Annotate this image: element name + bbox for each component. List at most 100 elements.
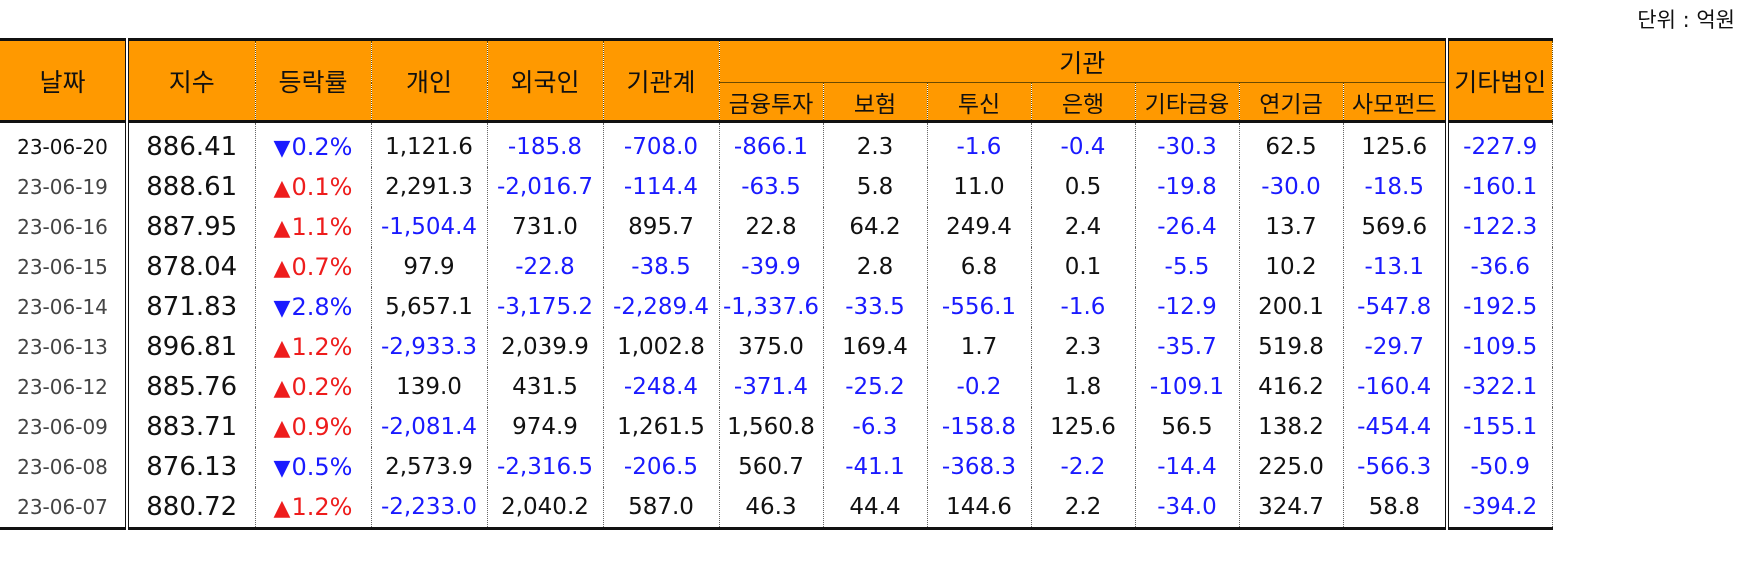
cell-date: 23-06-07 xyxy=(0,487,129,530)
cell-fin-invest: -1,337.6 xyxy=(719,287,824,327)
cell-other-fin: -19.8 xyxy=(1135,167,1240,207)
cell-other-fin: 56.5 xyxy=(1135,407,1240,447)
cell-foreign: 974.9 xyxy=(487,407,604,447)
cell-individual: 5,657.1 xyxy=(371,287,488,327)
header-trust: 투신 xyxy=(927,82,1032,122)
cell-other-corp: -160.1 xyxy=(1447,167,1553,207)
cell-private-fund: -13.1 xyxy=(1343,247,1449,287)
cell-other-corp: -155.1 xyxy=(1447,407,1553,447)
cell-index: 886.41 xyxy=(127,120,256,167)
triangle-up-icon: ▲ xyxy=(273,416,291,441)
table-row: 23-06-19 888.61 ▲0.1% 2,291.3 -2,016.7 -114.4… xyxy=(0,167,1553,207)
cell-index: 878.04 xyxy=(127,247,256,287)
cell-trust: -368.3 xyxy=(927,447,1032,487)
header-private-fund: 사모펀드 xyxy=(1343,82,1449,122)
header-insurance: 보험 xyxy=(823,82,928,122)
cell-trust: -556.1 xyxy=(927,287,1032,327)
cell-individual: -1,504.4 xyxy=(371,207,488,247)
cell-change: ▲1.2% xyxy=(255,327,372,367)
table-row: 23-06-08 876.13 ▼0.5% 2,573.9 -2,316.5 -206.5… xyxy=(0,447,1553,487)
cell-trust: 1.7 xyxy=(927,327,1032,367)
header-fin-invest: 금융투자 xyxy=(719,82,824,122)
header-date: 날짜 xyxy=(0,38,129,122)
cell-bank: 2.4 xyxy=(1031,207,1136,247)
cell-pension: 519.8 xyxy=(1239,327,1344,367)
header-pension: 연기금 xyxy=(1239,82,1344,122)
cell-foreign: 2,040.2 xyxy=(487,487,604,530)
cell-other-fin: -35.7 xyxy=(1135,327,1240,367)
cell-pension: -30.0 xyxy=(1239,167,1344,207)
cell-change: ▲0.2% xyxy=(255,367,372,407)
header-other-fin: 기타금융 xyxy=(1135,82,1240,122)
cell-insurance: 44.4 xyxy=(823,487,928,530)
cell-change: ▲0.1% xyxy=(255,167,372,207)
cell-fin-invest: 560.7 xyxy=(719,447,824,487)
triangle-up-icon: ▲ xyxy=(273,176,291,201)
triangle-up-icon: ▲ xyxy=(273,376,291,401)
cell-change: ▲0.7% xyxy=(255,247,372,287)
change-percent: 0.5% xyxy=(291,453,353,481)
change-percent: 1.2% xyxy=(291,333,353,361)
cell-institution-total: -206.5 xyxy=(603,447,720,487)
cell-insurance: -6.3 xyxy=(823,407,928,447)
cell-other-fin: -26.4 xyxy=(1135,207,1240,247)
cell-bank: 2.2 xyxy=(1031,487,1136,530)
table-row: 23-06-09 883.71 ▲0.9% -2,081.4 974.9 1,261.5 1… xyxy=(0,407,1553,447)
cell-bank: 125.6 xyxy=(1031,407,1136,447)
cell-institution-total: 587.0 xyxy=(603,487,720,530)
cell-pension: 324.7 xyxy=(1239,487,1344,530)
cell-foreign: 431.5 xyxy=(487,367,604,407)
cell-bank: 2.3 xyxy=(1031,327,1136,367)
cell-pension: 138.2 xyxy=(1239,407,1344,447)
cell-index: 888.61 xyxy=(127,167,256,207)
cell-other-corp: -394.2 xyxy=(1447,487,1553,530)
cell-date: 23-06-13 xyxy=(0,327,129,367)
cell-other-fin: -30.3 xyxy=(1135,120,1240,167)
cell-date: 23-06-20 xyxy=(0,120,129,167)
header-bank: 은행 xyxy=(1031,82,1136,122)
table-row: 23-06-14 871.83 ▼2.8% 5,657.1 -3,175.2 -2,289… xyxy=(0,287,1553,327)
cell-fin-invest: -63.5 xyxy=(719,167,824,207)
cell-fin-invest: -39.9 xyxy=(719,247,824,287)
cell-fin-invest: 22.8 xyxy=(719,207,824,247)
cell-trust: 6.8 xyxy=(927,247,1032,287)
header-individual: 개인 xyxy=(371,38,488,122)
cell-pension: 10.2 xyxy=(1239,247,1344,287)
table-row: 23-06-13 896.81 ▲1.2% -2,933.3 2,039.9 1,002.… xyxy=(0,327,1553,367)
cell-individual: -2,081.4 xyxy=(371,407,488,447)
cell-individual: 97.9 xyxy=(371,247,488,287)
cell-change: ▼2.8% xyxy=(255,287,372,327)
cell-institution-total: 1,261.5 xyxy=(603,407,720,447)
cell-index: 876.13 xyxy=(127,447,256,487)
cell-other-corp: -192.5 xyxy=(1447,287,1553,327)
cell-other-corp: -36.6 xyxy=(1447,247,1553,287)
cell-foreign: -3,175.2 xyxy=(487,287,604,327)
cell-foreign: -2,016.7 xyxy=(487,167,604,207)
triangle-up-icon: ▲ xyxy=(273,336,291,361)
cell-date: 23-06-16 xyxy=(0,207,129,247)
change-percent: 2.8% xyxy=(291,293,353,321)
change-percent: 0.1% xyxy=(291,173,353,201)
cell-insurance: 64.2 xyxy=(823,207,928,247)
cell-trust: 144.6 xyxy=(927,487,1032,530)
cell-index: 887.95 xyxy=(127,207,256,247)
cell-foreign: -22.8 xyxy=(487,247,604,287)
header-index: 지수 xyxy=(127,38,256,122)
cell-bank: 0.1 xyxy=(1031,247,1136,287)
cell-institution-total: -114.4 xyxy=(603,167,720,207)
cell-insurance: -41.1 xyxy=(823,447,928,487)
cell-trust: -158.8 xyxy=(927,407,1032,447)
cell-pension: 13.7 xyxy=(1239,207,1344,247)
cell-other-fin: -5.5 xyxy=(1135,247,1240,287)
cell-fin-invest: 1,560.8 xyxy=(719,407,824,447)
cell-index: 871.83 xyxy=(127,287,256,327)
cell-private-fund: 58.8 xyxy=(1343,487,1449,530)
triangle-up-icon: ▲ xyxy=(273,496,291,521)
table-row: 23-06-12 885.76 ▲0.2% 139.0 431.5 -248.4 -371.… xyxy=(0,367,1553,407)
cell-bank: 1.8 xyxy=(1031,367,1136,407)
cell-date: 23-06-14 xyxy=(0,287,129,327)
change-percent: 1.2% xyxy=(291,493,353,521)
cell-other-fin: -109.1 xyxy=(1135,367,1240,407)
cell-institution-total: -38.5 xyxy=(603,247,720,287)
cell-date: 23-06-15 xyxy=(0,247,129,287)
